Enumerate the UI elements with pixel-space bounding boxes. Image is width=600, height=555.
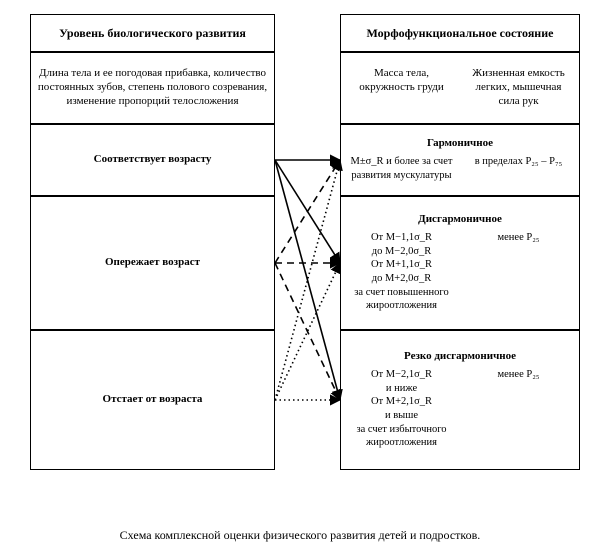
sh-l1: и ниже xyxy=(347,382,456,396)
dis-l3: до M+2,0σ_R xyxy=(347,272,456,286)
sharp-left: От M−2,1σ_R и ниже От M+2,1σ_R и выше за… xyxy=(347,368,456,450)
right-subheader: Масса тела, окружность груди Жизненная е… xyxy=(340,52,580,124)
sharp-title: Резко дисгармоничное xyxy=(347,350,573,364)
arrow-r1-r3 xyxy=(275,160,340,400)
disharmonic-title: Дисгармоничное xyxy=(347,213,573,227)
arrow-layer xyxy=(275,0,340,555)
sh-l2: От M+2,1σ_R xyxy=(347,395,456,409)
dis-l2: От M+1,1σ_R xyxy=(347,258,456,272)
dis-l0: От M−1,1σ_R xyxy=(347,231,456,245)
arrow-r2-r1 xyxy=(275,160,340,263)
sharp-right: менее P₂₅ xyxy=(464,368,573,381)
right-header: Морфофункциональное состояние xyxy=(340,14,580,52)
sh-l4: за счет избыточного жироотложения xyxy=(347,423,456,450)
harmonic-title: Гармоничное xyxy=(347,137,573,151)
right-sub-left: Масса тела, окружность груди xyxy=(347,67,456,95)
right-sharp: Резко дисгармоничное От M−2,1σ_R и ниже … xyxy=(340,330,580,470)
harmonic-right: в пределах P₂₅ – P₇₅ xyxy=(464,155,573,168)
sh-l3: и выше xyxy=(347,409,456,423)
disharmonic-right: менее P₂₅ xyxy=(464,231,573,244)
dis-l4: за счет повышенного жироотложения xyxy=(347,286,456,313)
dis-l1: до M−2,0σ_R xyxy=(347,245,456,259)
arrow-r3-r1 xyxy=(275,160,340,400)
left-row-ahead: Опережает возраст xyxy=(30,196,275,330)
left-row-behind: Отстает от возраста xyxy=(30,330,275,470)
arrow-r3-r2 xyxy=(275,263,340,400)
arrow-r2-r3 xyxy=(275,263,340,400)
left-row-match: Соответствует возрасту xyxy=(30,124,275,196)
right-sub-right: Жизненная емкость легких, мышечная сила … xyxy=(464,67,573,108)
diagram-root: Уровень биологического развития Длина те… xyxy=(0,0,600,555)
left-subheader: Длина тела и ее погодовая прибавка, коли… xyxy=(30,52,275,124)
left-header: Уровень биологического развития xyxy=(30,14,275,52)
right-harmonic: Гармоничное M±σ_R и более за счет развит… xyxy=(340,124,580,196)
sh-l0: От M−2,1σ_R xyxy=(347,368,456,382)
harmonic-left: M±σ_R и более за счет развития мускулату… xyxy=(347,155,456,182)
arrow-r1-r2 xyxy=(275,160,340,263)
disharmonic-left: От M−1,1σ_R до M−2,0σ_R От M+1,1σ_R до M… xyxy=(347,231,456,313)
caption: Схема комплексной оценки физического раз… xyxy=(0,528,600,543)
right-disharmonic: Дисгармоничное От M−1,1σ_R до M−2,0σ_R О… xyxy=(340,196,580,330)
